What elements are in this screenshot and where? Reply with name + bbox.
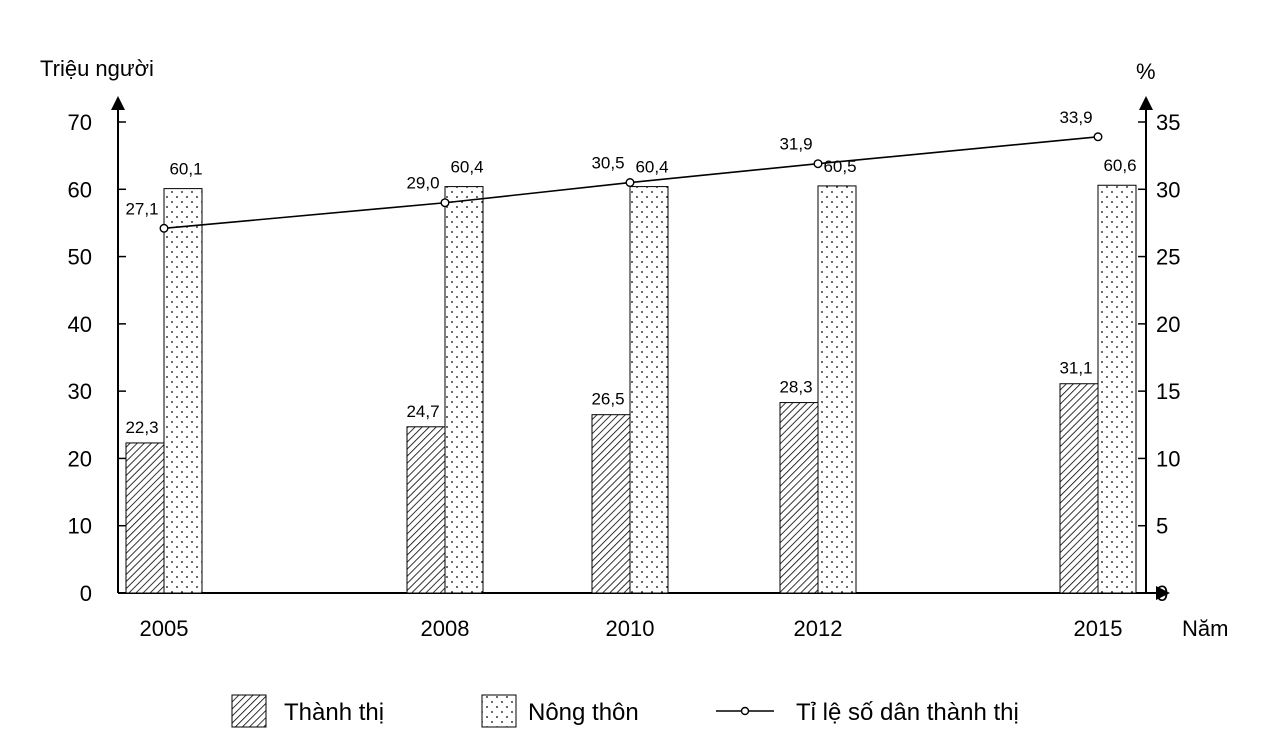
line-series [159, 132, 1103, 233]
bar-nong-thon [444, 186, 484, 594]
data-label-nong-thon: 60,5 [823, 157, 856, 176]
x-tick-label: 2012 [794, 616, 843, 641]
data-label-ti-le: 30,5 [591, 154, 624, 173]
right-tick-label: 15 [1156, 379, 1180, 404]
data-label-thanh-thi: 24,7 [406, 402, 439, 421]
data-labels: 22,3 60,1 24,7 60,4 26,5 60,4 28,3 60,5 31,1 60,6… [125, 108, 1136, 437]
left-tick-label: 70 [68, 110, 92, 135]
bar-thanh-thi [125, 442, 165, 594]
left-axis-arrow-icon [111, 96, 125, 110]
right-axis-title: % [1136, 59, 1156, 84]
right-axis-arrow-icon [1139, 96, 1153, 110]
legend-dot-swatch [481, 694, 517, 728]
left-tick-label: 0 [80, 581, 92, 606]
bar-thanh-thi [591, 414, 631, 594]
right-tick-label: 25 [1156, 245, 1180, 270]
data-label-ti-le: 33,9 [1059, 108, 1092, 127]
data-label-ti-le: 31,9 [779, 135, 812, 154]
bar-nong-thon [1097, 184, 1137, 594]
data-label-ti-le: 27,1 [125, 199, 158, 218]
right-tick-label: 30 [1156, 177, 1180, 202]
data-label-nong-thon: 60,4 [635, 158, 668, 177]
data-label-nong-thon: 60,6 [1103, 156, 1136, 175]
legend-hatch-swatch [231, 694, 267, 728]
legend-label-nong-thon: Nông thôn [528, 699, 639, 726]
right-tick-label: 10 [1156, 446, 1180, 471]
x-axis-title: Năm [1182, 616, 1228, 641]
data-label-thanh-thi: 28,3 [779, 378, 812, 397]
bars [125, 184, 1137, 594]
legend-label-thanh-thi: Thành thị [284, 699, 384, 726]
left-tick-label: 30 [68, 379, 92, 404]
bar-nong-thon [629, 186, 669, 594]
right-tick-label: 35 [1156, 110, 1180, 135]
x-tick-label: 2008 [421, 616, 470, 641]
x-tick-label: 2005 [140, 616, 189, 641]
rate-point [440, 198, 450, 208]
left-tick-label: 50 [68, 245, 92, 270]
data-label-thanh-thi: 31,1 [1059, 359, 1092, 378]
bar-thanh-thi [406, 426, 446, 594]
bar-thanh-thi [779, 402, 819, 594]
rate-point [1093, 132, 1103, 142]
left-tick-label: 20 [68, 446, 92, 471]
left-tick-label: 60 [68, 177, 92, 202]
right-tick-label: 0 [1156, 581, 1168, 606]
legend: Thành thị Nông thôn Tỉ lệ số dân thành t… [231, 694, 1019, 728]
rate-point [813, 159, 823, 169]
bar-thanh-thi [1059, 383, 1099, 594]
data-label-thanh-thi: 26,5 [591, 390, 624, 409]
rate-point [159, 223, 169, 233]
x-tick-label: 2010 [606, 616, 655, 641]
data-label-nong-thon: 60,4 [450, 158, 483, 177]
left-tick-label: 40 [68, 312, 92, 337]
data-label-thanh-thi: 22,3 [125, 418, 158, 437]
right-tick-label: 20 [1156, 312, 1180, 337]
right-tick-label: 5 [1156, 514, 1168, 539]
x-tick-label: 2015 [1074, 616, 1123, 641]
legend-marker-icon [740, 706, 750, 716]
bar-nong-thon [817, 185, 857, 594]
bar-nong-thon [163, 188, 203, 594]
left-tick-label: 10 [68, 514, 92, 539]
x-axis-arrow-icon [1156, 586, 1170, 600]
rate-point [625, 178, 635, 188]
data-label-nong-thon: 60,1 [169, 160, 202, 179]
legend-label-ti-le: Tỉ lệ số dân thành thị [796, 699, 1019, 726]
left-axis-title: Triệu người [40, 56, 154, 81]
data-label-ti-le: 29,0 [406, 174, 439, 193]
